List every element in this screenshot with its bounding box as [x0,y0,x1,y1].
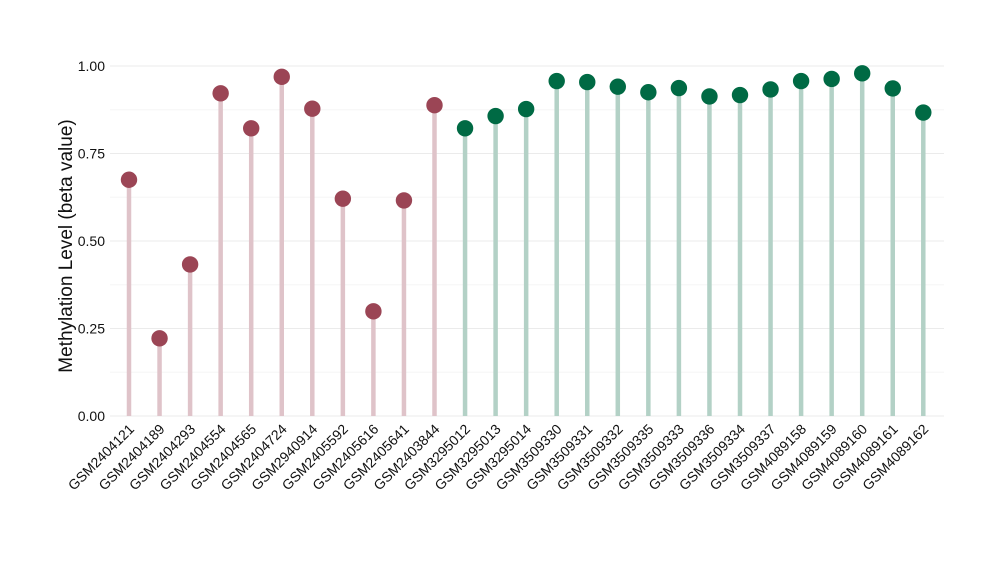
lollipop-point [334,190,352,207]
x-axis-ticks: GSM2404121GSM2404189GSM2404293GSM2404554… [65,421,932,494]
lollipop-point [487,107,504,125]
point-layer [120,65,932,347]
lollipop-point [762,81,779,98]
lollipop-point [365,303,382,320]
lollipop-point [151,330,168,347]
lollipop-point [640,84,657,101]
lollipop-point [579,73,596,91]
y-axis-ticks: 0.00 0.25 0.50 0.75 1.00 [78,58,105,424]
lollipop-point [609,78,626,95]
y-tick-label: 0.75 [78,146,105,162]
lollipop-point [884,80,901,97]
y-axis-title: Methylation Level (beta value) [56,119,77,372]
y-tick-label: 0.50 [78,233,105,249]
lollipop-point [823,70,840,88]
lollipop-point [304,100,321,117]
lollipop-point [426,97,443,114]
lollipop-point [517,100,535,118]
lollipop-point [670,79,688,97]
lollipop-point [395,192,413,209]
lollipop-point [120,171,138,188]
lollipop-point [792,72,810,90]
lollipop-point [273,68,290,86]
lollipop-point [456,120,474,137]
y-tick-label: 1.00 [78,58,105,74]
lollipop-point [212,85,229,102]
lollipop-point [548,72,565,90]
lollipop-point [243,120,260,137]
y-tick-label: 0.00 [78,408,105,424]
lollipop-point [701,88,718,105]
lollipop-point [915,104,932,121]
lollipop-point [181,256,199,273]
stem-layer [126,73,926,416]
y-tick-label: 0.25 [78,321,105,337]
lollipop-point [854,65,871,82]
lollipop-point [731,86,749,104]
